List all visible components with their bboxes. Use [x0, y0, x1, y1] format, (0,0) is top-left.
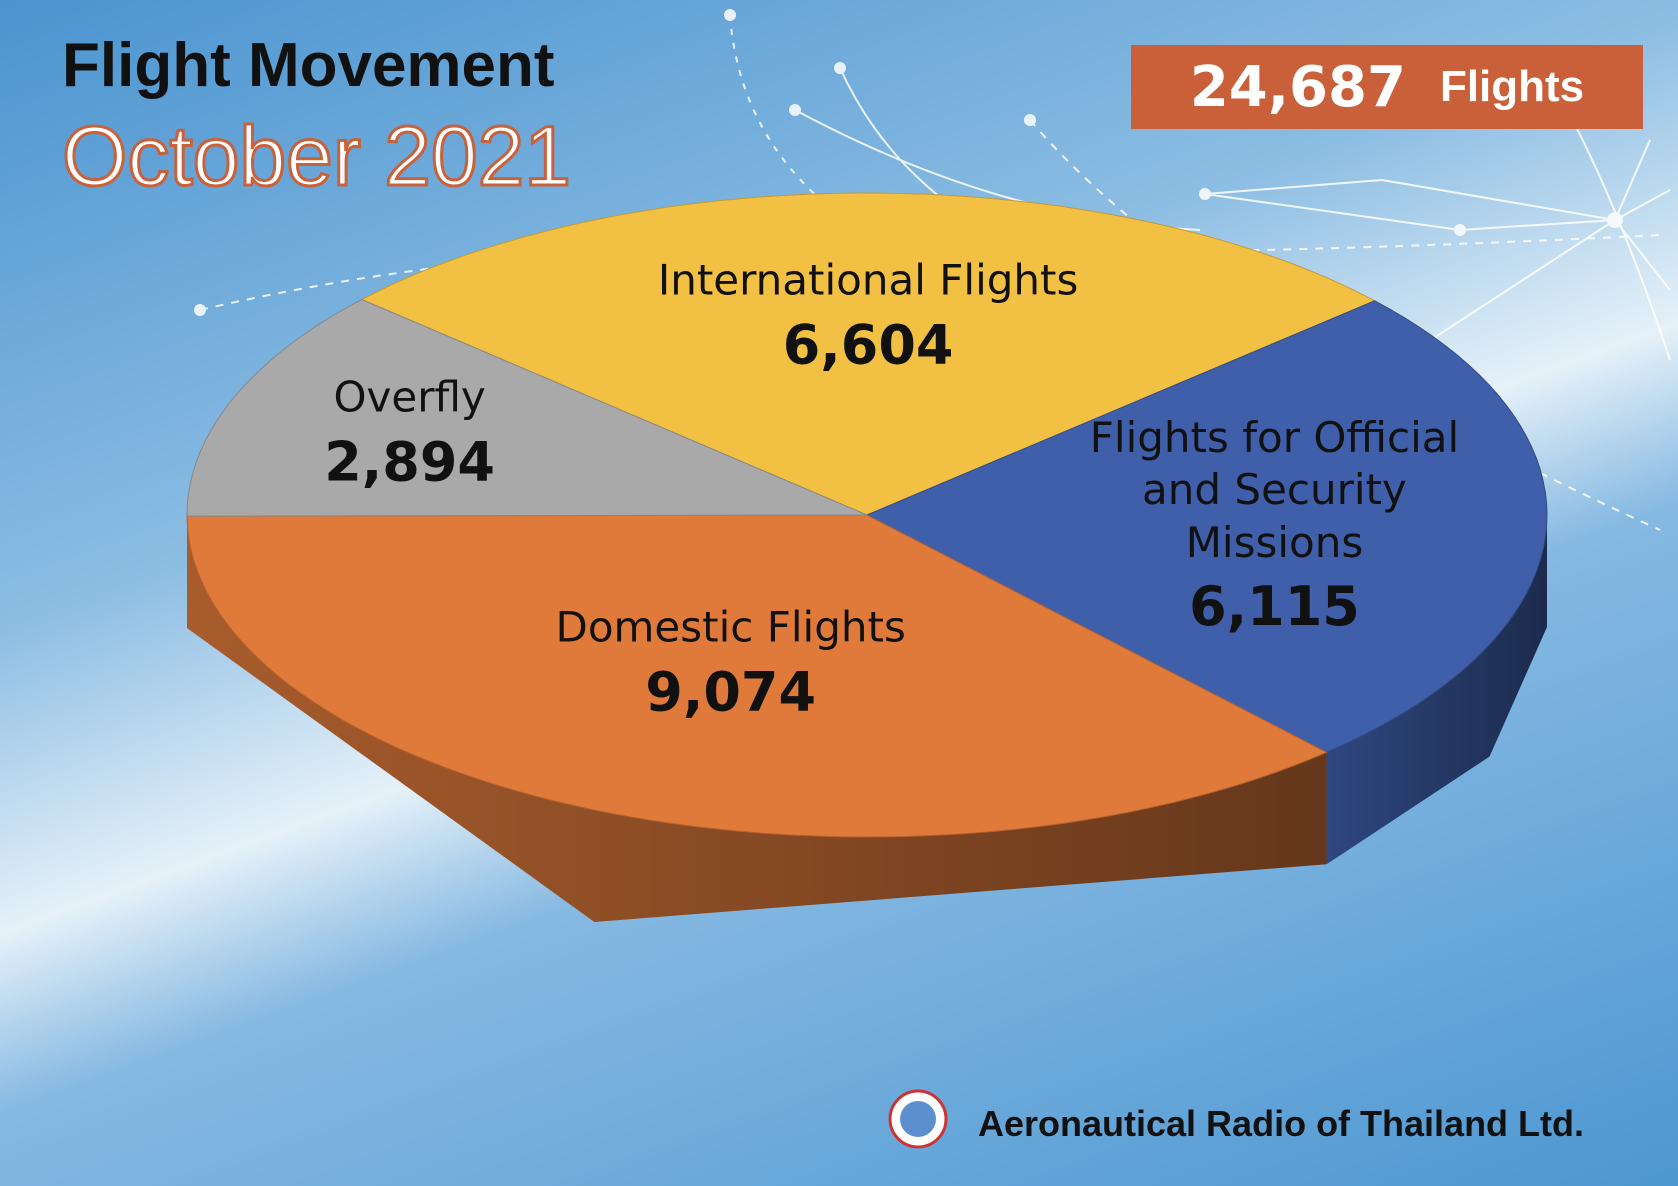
logo	[888, 1089, 948, 1149]
title: Flight Movement	[62, 31, 555, 100]
value-label: 6,115	[1189, 574, 1360, 638]
category-label: Domestic Flights	[555, 602, 906, 652]
subtitle: October 2021	[60, 108, 572, 205]
slice-label: International Flights 6,604	[658, 255, 1079, 377]
decoration	[194, 9, 1671, 531]
category-label: Flights for Official and Security Missio…	[1089, 412, 1460, 567]
value-label: 9,074	[645, 660, 817, 724]
category-label: International Flights	[657, 255, 1079, 305]
slice	[186, 514, 1328, 838]
slice-sides	[187, 515, 1547, 922]
slice-label: Flights for Official and Security Missio…	[1073, 411, 1477, 638]
slice-side	[1326, 515, 1547, 865]
total-value: 24,687	[1189, 54, 1406, 120]
total-box: 24,687 Flights	[1131, 45, 1643, 129]
slice	[865, 300, 1548, 753]
value-label: 6,604	[782, 313, 954, 377]
slice-label: Domestic Flights 9,074	[555, 602, 905, 724]
slice-label: Overfly 2,894	[324, 372, 495, 494]
total-unit: Flights	[1439, 62, 1585, 111]
source: Aeronautical Radio of Thailand Ltd.	[978, 1103, 1585, 1144]
value-label: 2,894	[324, 430, 496, 494]
slice-side	[187, 516, 1327, 922]
slice-tops	[186, 192, 1548, 838]
category-label: Overfly	[333, 372, 486, 422]
slice	[186, 298, 868, 517]
slice	[360, 192, 1376, 516]
